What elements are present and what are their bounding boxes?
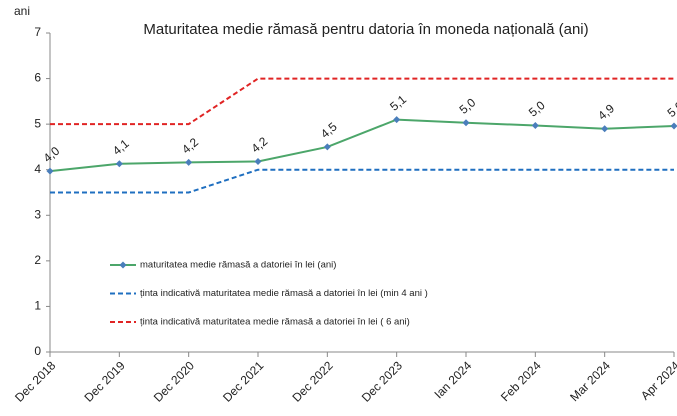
marker <box>670 122 677 130</box>
x-tick-label: Dec 2019 <box>81 358 127 404</box>
y-tick-label: 2 <box>34 253 41 267</box>
y-tick-label: 3 <box>34 207 41 221</box>
data-label: 5,0 <box>457 95 479 117</box>
x-tick-label: Dec 2020 <box>151 358 197 404</box>
y-tick-label: 5 <box>34 116 41 130</box>
x-tick-label: Mar 2024 <box>567 358 613 404</box>
y-tick-label: 1 <box>34 299 41 313</box>
data-label: 4,9 <box>595 101 617 123</box>
x-tick-label: Dec 2021 <box>220 358 266 404</box>
marker <box>254 158 262 166</box>
marker <box>185 158 193 166</box>
y-axis-label: ani <box>14 4 30 18</box>
data-label: 4,1 <box>110 136 132 158</box>
y-tick-label: 6 <box>34 71 41 85</box>
data-label: 5,1 <box>387 92 409 114</box>
data-label: 4,2 <box>249 134 271 156</box>
marker <box>393 116 401 124</box>
marker <box>601 125 609 133</box>
x-tick-label: Dec 2018 <box>12 358 58 404</box>
data-label: 5,0 <box>665 98 677 120</box>
y-tick-label: 0 <box>34 344 41 358</box>
chart-title: Maturitatea medie rămasă pentru datoria … <box>143 21 588 38</box>
data-label: 4,0 <box>41 144 63 166</box>
y-tick-label: 4 <box>34 162 41 176</box>
marker <box>115 160 123 168</box>
data-label: 5,0 <box>526 98 548 120</box>
data-label: 4,5 <box>318 119 340 141</box>
x-tick-label: Feb 2024 <box>498 358 544 404</box>
y-tick-label: 7 <box>34 25 41 39</box>
x-tick-label: Dec 2022 <box>289 358 335 404</box>
series-line <box>50 77 674 126</box>
x-tick-label: Apr 2024 <box>638 358 677 403</box>
marker <box>462 119 470 127</box>
marker <box>323 143 331 151</box>
data-label: 4,2 <box>179 135 201 157</box>
marker <box>531 122 539 130</box>
series-line <box>50 168 674 194</box>
x-tick-label: Ian 2024 <box>431 358 474 401</box>
legend-marker <box>119 261 127 269</box>
legend-label: ținta indicativă maturitatea medie rămas… <box>140 288 428 299</box>
legend-label: maturitatea medie rămasă a datoriei în l… <box>140 260 336 271</box>
x-tick-label: Dec 2023 <box>359 358 405 404</box>
marker <box>46 167 54 175</box>
series-line <box>49 118 675 173</box>
legend-label: ținta indicativă maturitatea medie rămas… <box>140 317 410 328</box>
